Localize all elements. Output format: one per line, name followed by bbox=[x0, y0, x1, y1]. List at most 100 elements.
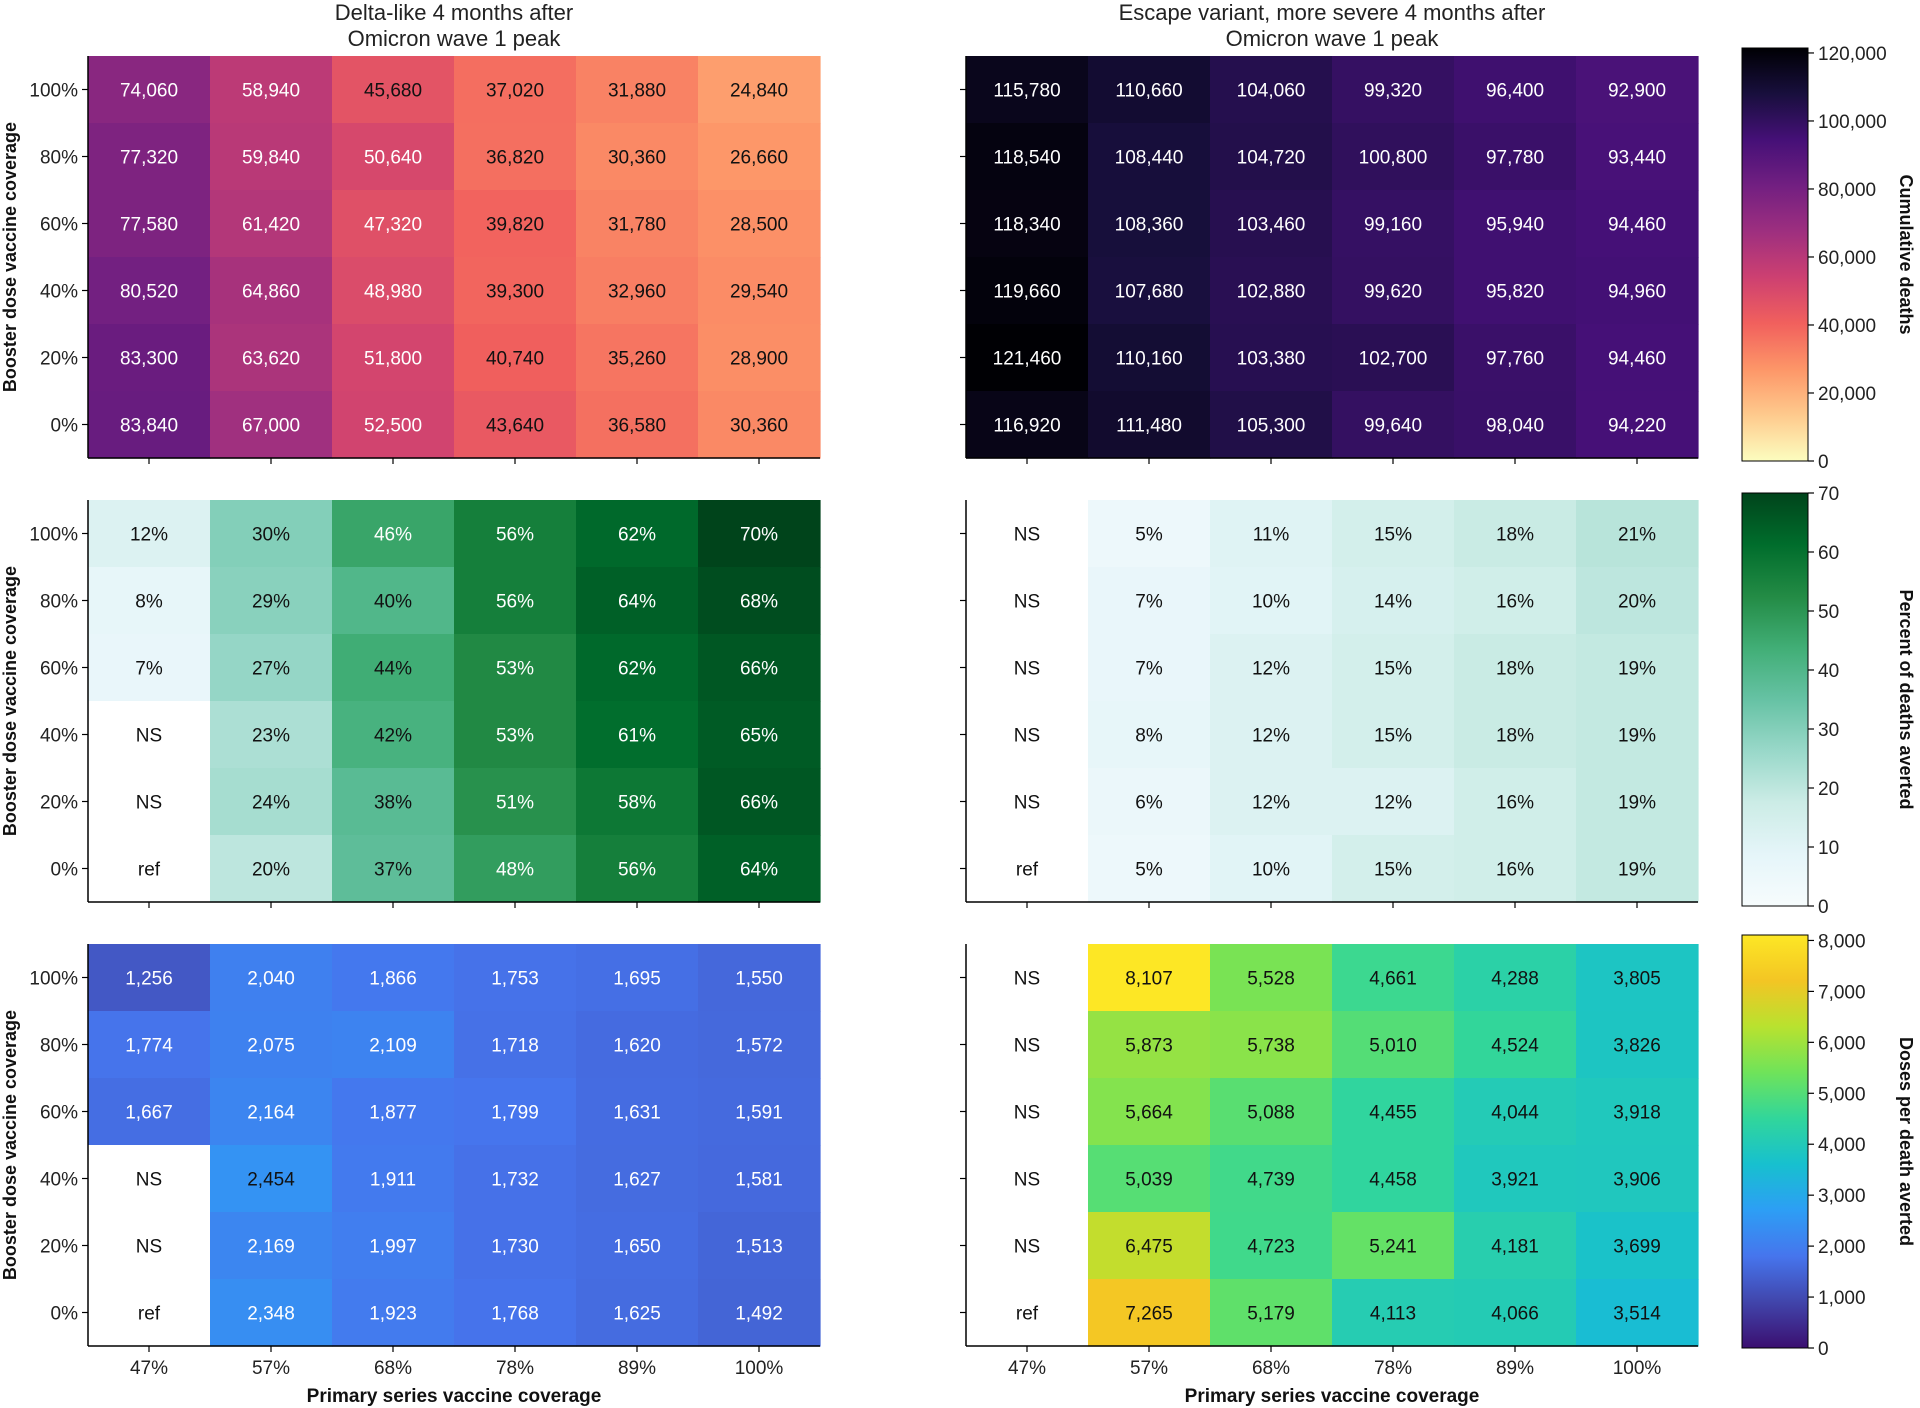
heatmap-cell bbox=[1576, 56, 1699, 124]
cell-label: 4,181 bbox=[1491, 1237, 1539, 1258]
cell-label: NS bbox=[136, 726, 162, 747]
heatmap-cell bbox=[1210, 391, 1333, 459]
cell-label: 18% bbox=[1496, 726, 1534, 747]
cell-label: ref bbox=[138, 1304, 161, 1325]
heatmap-cell bbox=[210, 190, 333, 258]
heatmap-cell bbox=[454, 701, 577, 769]
heatmap-cell bbox=[698, 1011, 821, 1079]
heatmap-cell bbox=[1210, 324, 1333, 392]
heatmap-cell bbox=[1088, 190, 1211, 258]
cell-label: 2,075 bbox=[247, 1036, 295, 1057]
cell-label: 1,492 bbox=[735, 1304, 783, 1325]
cell-label: 32,960 bbox=[608, 282, 666, 303]
cell-label: 51% bbox=[496, 793, 534, 814]
cell-label: 119,660 bbox=[993, 282, 1060, 303]
cell-label: 63,620 bbox=[242, 349, 300, 370]
heatmap-cell bbox=[1088, 257, 1211, 325]
cell-label: 118,540 bbox=[993, 148, 1060, 169]
heatmap-cell bbox=[88, 1145, 211, 1213]
cell-label: 1,550 bbox=[735, 969, 783, 990]
heatmap-cell bbox=[576, 1212, 699, 1280]
cell-label: 4,455 bbox=[1369, 1103, 1417, 1124]
heatmap-cell bbox=[1576, 1145, 1699, 1213]
heatmap-cell bbox=[1210, 701, 1333, 769]
y-tick-label: 80% bbox=[40, 148, 78, 169]
heatmap-cell bbox=[966, 56, 1089, 124]
cell-label: 30,360 bbox=[608, 148, 666, 169]
heatmap-cell bbox=[454, 1212, 577, 1280]
cell-label: 52,500 bbox=[364, 416, 422, 437]
cell-label: 24,840 bbox=[730, 81, 788, 102]
heatmap-cell bbox=[332, 944, 455, 1012]
cell-label: 27% bbox=[252, 659, 290, 680]
cell-label: 3,906 bbox=[1613, 1170, 1661, 1191]
cell-label: 7% bbox=[1135, 659, 1163, 680]
heatmap-cell bbox=[1210, 944, 1333, 1012]
cell-label: 105,300 bbox=[1237, 416, 1306, 437]
cell-label: 12% bbox=[130, 525, 168, 546]
cell-label: 2,169 bbox=[247, 1237, 295, 1258]
cell-label: 4,288 bbox=[1491, 969, 1539, 990]
cell-label: NS bbox=[1014, 659, 1040, 680]
axes bbox=[960, 500, 1698, 908]
heatmap-cell bbox=[210, 1011, 333, 1079]
colorbar-tick-label: 5,000 bbox=[1818, 1084, 1866, 1105]
heatmap-cell bbox=[1210, 1011, 1333, 1079]
heatmap-cell bbox=[454, 56, 577, 124]
cell-label: NS bbox=[1014, 969, 1040, 990]
heatmap-cell bbox=[1088, 944, 1211, 1012]
cell-label: 30% bbox=[252, 525, 290, 546]
heatmap-cell bbox=[576, 190, 699, 258]
heatmap-cell bbox=[1576, 190, 1699, 258]
cell-label: 1,581 bbox=[735, 1170, 783, 1191]
cell-label: 15% bbox=[1374, 860, 1412, 881]
cell-label: 50,640 bbox=[364, 148, 422, 169]
cell-label: 5% bbox=[1135, 525, 1163, 546]
heatmap-cell bbox=[966, 835, 1089, 903]
colorbar-tick-label: 70 bbox=[1818, 484, 1839, 505]
heatmap-cell bbox=[1576, 1212, 1699, 1280]
heatmap-cell bbox=[210, 835, 333, 903]
heatmap-cell bbox=[698, 1145, 821, 1213]
cell-label: 39,820 bbox=[486, 215, 544, 236]
x-tick-label: 100% bbox=[1613, 1358, 1662, 1379]
cell-label: 3,918 bbox=[1613, 1103, 1661, 1124]
heatmap-cell bbox=[1332, 123, 1455, 191]
cell-label: 53% bbox=[496, 659, 534, 680]
cell-label: 1,732 bbox=[491, 1170, 539, 1191]
heatmap-cell bbox=[88, 634, 211, 702]
heatmap-cell bbox=[1210, 567, 1333, 635]
heatmap-cell bbox=[966, 634, 1089, 702]
cell-label: 110,160 bbox=[1115, 349, 1182, 370]
heatmap-cell bbox=[1454, 391, 1577, 459]
heatmap-cell bbox=[210, 123, 333, 191]
colorbars: 0 20,000 40,000 60,000 80,000 100,000 120,000 C… bbox=[1741, 44, 1916, 1360]
cell-label: 108,360 bbox=[1115, 215, 1184, 236]
cell-label: 58% bbox=[618, 793, 656, 814]
cell-label: 2,109 bbox=[369, 1036, 417, 1057]
heatmap-cell bbox=[210, 701, 333, 769]
heatmap-cell bbox=[576, 500, 699, 568]
heatmap-cell bbox=[332, 567, 455, 635]
heatmap-cell bbox=[966, 1011, 1089, 1079]
heatmap-panel-deaths-delta: 74,060 58,940 45,680 37,020 31,880 24,840 77,3… bbox=[0, 56, 821, 464]
cell-label: 7% bbox=[1135, 592, 1163, 613]
heatmap-panel-doses-escape: NS 8,107 5,528 4,661 4,288 3,805 NS 5,873 5,738 5… bbox=[960, 944, 1699, 1407]
cell-label: 94,460 bbox=[1608, 215, 1666, 236]
heatmap-cell bbox=[1088, 391, 1211, 459]
heatmap-cell bbox=[454, 835, 577, 903]
cell-label: 5,241 bbox=[1369, 1237, 1417, 1258]
cell-label: 43,640 bbox=[486, 416, 544, 437]
heatmap-cell bbox=[576, 701, 699, 769]
axes: 47% 57% 68% 78% 89% 100% bbox=[960, 944, 1698, 1379]
heatmap-cell bbox=[576, 324, 699, 392]
heatmap-cell bbox=[698, 835, 821, 903]
cell-label: 104,720 bbox=[1237, 148, 1306, 169]
cell-label: 12% bbox=[1252, 659, 1290, 680]
y-tick-label: 60% bbox=[40, 659, 78, 680]
cell-label: 31,880 bbox=[608, 81, 666, 102]
colorbar-tick-label: 7,000 bbox=[1818, 982, 1866, 1003]
heatmap-cell bbox=[1576, 123, 1699, 191]
cell-label: 97,780 bbox=[1486, 148, 1544, 169]
cell-label: 62% bbox=[618, 659, 656, 680]
